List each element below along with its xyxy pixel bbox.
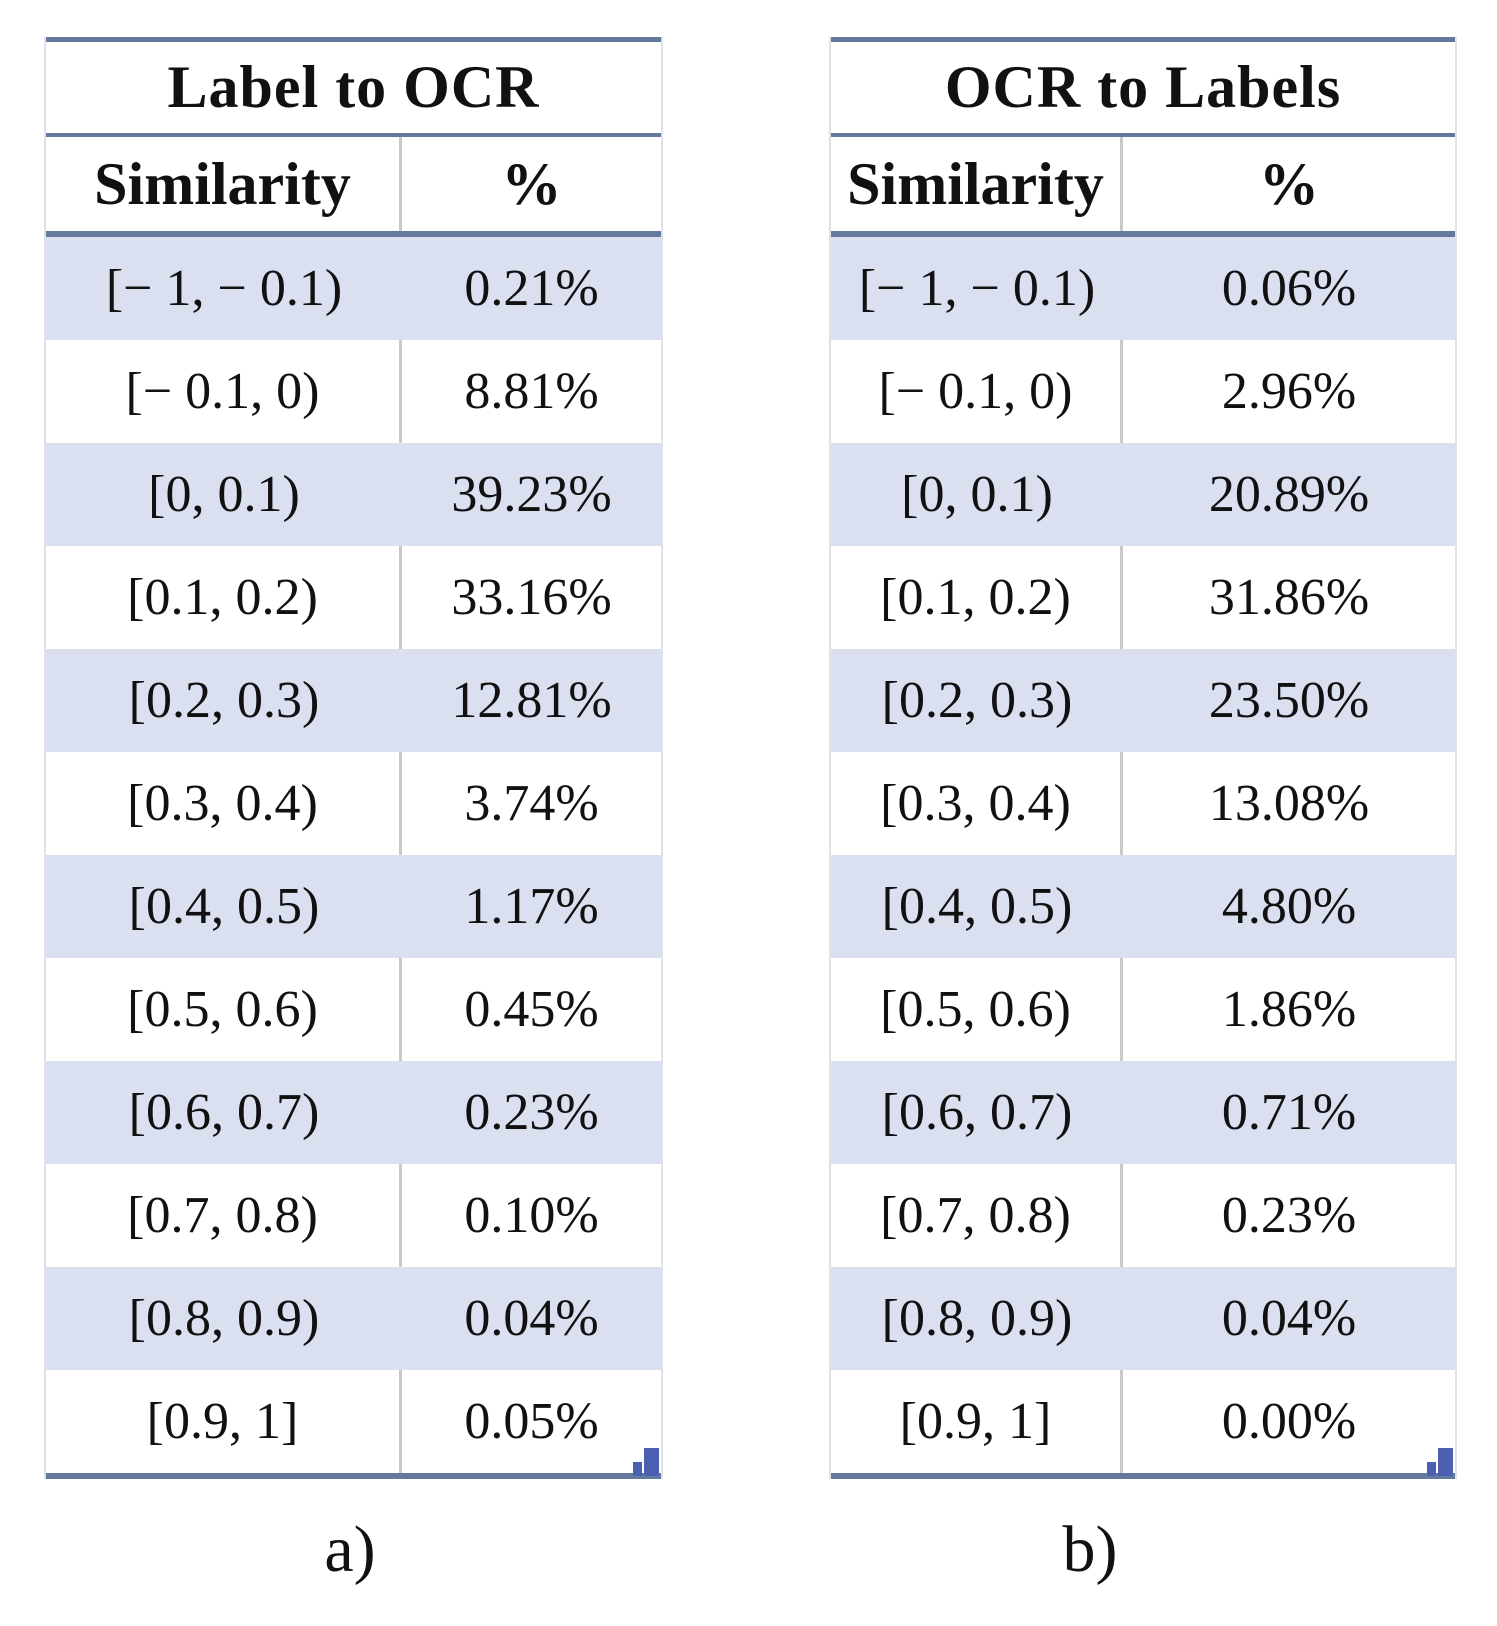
similarity-range-cell: [0.5, 0.6) bbox=[831, 958, 1123, 1061]
table-corner-mark bbox=[1427, 1448, 1453, 1476]
table-row: [0.4, 0.5) 4.80% bbox=[831, 855, 1455, 958]
similarity-range-cell: [0.4, 0.5) bbox=[128, 878, 320, 935]
percent-value-cell: 0.04% bbox=[464, 1290, 599, 1347]
table-row: [0.3, 0.4) 3.74% bbox=[46, 752, 661, 855]
percent-value-cell: 0.04% bbox=[1221, 1290, 1357, 1347]
table-row: [0.4, 0.5) 1.17% bbox=[46, 855, 661, 958]
table-header-row: Similarity % bbox=[831, 137, 1455, 237]
percent-value-cell: 0.00% bbox=[1221, 1393, 1357, 1450]
table-row: [0.3, 0.4) 13.08% bbox=[831, 752, 1455, 855]
similarity-range-cell: [− 0.1, 0) bbox=[46, 340, 402, 443]
percent-column-header: % bbox=[1259, 150, 1319, 217]
table-row: [0.7, 0.8) 0.23% bbox=[831, 1164, 1455, 1267]
ocr-to-labels-table: OCR to Labels Similarity % [− 1, − 0.1) 0… bbox=[829, 37, 1457, 1479]
percent-value-cell: 33.16% bbox=[451, 569, 612, 626]
table-title: OCR to Labels bbox=[831, 37, 1455, 137]
similarity-range-cell: [0.4, 0.5) bbox=[881, 878, 1073, 935]
similarity-column-header: Similarity bbox=[831, 137, 1123, 231]
similarity-range-cell: [− 1, − 0.1) bbox=[105, 260, 343, 317]
similarity-column-header: Similarity bbox=[46, 137, 402, 231]
similarity-range-cell: [0.3, 0.4) bbox=[46, 752, 402, 855]
table-row: [0, 0.1) 39.23% bbox=[46, 443, 661, 546]
percent-value-cell: 12.81% bbox=[451, 672, 612, 729]
table-title: Label to OCR bbox=[46, 37, 661, 137]
similarity-range-cell: [0.2, 0.3) bbox=[128, 672, 320, 729]
similarity-range-cell: [0.8, 0.9) bbox=[128, 1290, 320, 1347]
table-row: [0.6, 0.7) 0.23% bbox=[46, 1061, 661, 1164]
table-row: [0, 0.1) 20.89% bbox=[831, 443, 1455, 546]
table-row: [− 1, − 0.1) 0.21% bbox=[46, 237, 661, 340]
percent-value-cell: 1.17% bbox=[464, 878, 599, 935]
similarity-range-cell: [0.6, 0.7) bbox=[128, 1084, 320, 1141]
percent-value-cell: 39.23% bbox=[451, 466, 612, 523]
table-body: [− 1, − 0.1) 0.06% [− 0.1, 0) 2.96% [0, 0.1)… bbox=[831, 237, 1455, 1479]
percent-value-cell: 31.86% bbox=[1208, 569, 1370, 626]
percent-column-header: % bbox=[501, 150, 562, 217]
percent-value-cell: 0.06% bbox=[1221, 260, 1357, 317]
table-row: [0.1, 0.2) 31.86% bbox=[831, 546, 1455, 649]
similarity-range-cell: [0.2, 0.3) bbox=[881, 672, 1073, 729]
table-corner-mark bbox=[633, 1448, 659, 1476]
percent-value-cell: 23.50% bbox=[1208, 672, 1370, 729]
percent-value-cell: 0.05% bbox=[464, 1393, 599, 1450]
table-header-row: Similarity % bbox=[46, 137, 661, 237]
percent-value-cell: 0.23% bbox=[464, 1084, 599, 1141]
corner-mark-large-block bbox=[644, 1448, 659, 1476]
similarity-range-cell: [0.8, 0.9) bbox=[881, 1290, 1073, 1347]
percent-value-cell: 0.23% bbox=[1221, 1187, 1357, 1244]
similarity-range-cell: [0.9, 1] bbox=[831, 1370, 1123, 1473]
similarity-range-cell: [0.9, 1] bbox=[46, 1370, 402, 1473]
table-row: [0.9, 1] 0.00% bbox=[831, 1370, 1455, 1473]
similarity-range-cell: [0.1, 0.2) bbox=[831, 546, 1123, 649]
table-body: [− 1, − 0.1) 0.21% [− 0.1, 0) 8.81% [0, 0.1)… bbox=[46, 237, 661, 1479]
table-row: [− 0.1, 0) 8.81% bbox=[46, 340, 661, 443]
similarity-range-cell: [0.7, 0.8) bbox=[46, 1164, 402, 1267]
table-row: [− 1, − 0.1) 0.06% bbox=[831, 237, 1455, 340]
percent-value-cell: 3.74% bbox=[464, 775, 599, 832]
table-row: [0.5, 0.6) 1.86% bbox=[831, 958, 1455, 1061]
table-row: [0.9, 1] 0.05% bbox=[46, 1370, 661, 1473]
percent-value-cell: 0.45% bbox=[464, 981, 599, 1038]
table-row: [0.6, 0.7) 0.71% bbox=[831, 1061, 1455, 1164]
percent-value-cell: 0.10% bbox=[464, 1187, 599, 1244]
percent-value-cell: 0.71% bbox=[1221, 1084, 1357, 1141]
similarity-range-cell: [− 0.1, 0) bbox=[831, 340, 1123, 443]
corner-mark-small-block bbox=[633, 1462, 642, 1476]
similarity-range-cell: [− 1, − 0.1) bbox=[858, 260, 1096, 317]
percent-value-cell: 13.08% bbox=[1208, 775, 1370, 832]
caption-a: a) bbox=[324, 1513, 376, 1586]
corner-mark-large-block bbox=[1438, 1448, 1453, 1476]
percent-value-cell: 8.81% bbox=[464, 363, 599, 420]
table-row: [0.2, 0.3) 23.50% bbox=[831, 649, 1455, 752]
percent-value-cell: 1.86% bbox=[1221, 981, 1357, 1038]
similarity-range-cell: [0, 0.1) bbox=[901, 466, 1053, 523]
table-row: [0.7, 0.8) 0.10% bbox=[46, 1164, 661, 1267]
similarity-range-cell: [0, 0.1) bbox=[148, 466, 300, 523]
corner-mark-small-block bbox=[1427, 1462, 1436, 1476]
table-row: [0.5, 0.6) 0.45% bbox=[46, 958, 661, 1061]
percent-value-cell: 4.80% bbox=[1221, 878, 1357, 935]
label-to-ocr-table: Label to OCR Similarity % [− 1, − 0.1) 0.… bbox=[44, 37, 663, 1479]
table-row: [− 0.1, 0) 2.96% bbox=[831, 340, 1455, 443]
percent-value-cell: 0.21% bbox=[464, 260, 599, 317]
similarity-range-cell: [0.7, 0.8) bbox=[831, 1164, 1123, 1267]
similarity-range-cell: [0.1, 0.2) bbox=[46, 546, 402, 649]
similarity-range-cell: [0.3, 0.4) bbox=[831, 752, 1123, 855]
table-row: [0.8, 0.9) 0.04% bbox=[46, 1267, 661, 1370]
table-row: [0.1, 0.2) 33.16% bbox=[46, 546, 661, 649]
table-row: [0.2, 0.3) 12.81% bbox=[46, 649, 661, 752]
caption-b: b) bbox=[1062, 1513, 1118, 1586]
similarity-range-cell: [0.5, 0.6) bbox=[46, 958, 402, 1061]
table-row: [0.8, 0.9) 0.04% bbox=[831, 1267, 1455, 1370]
percent-value-cell: 2.96% bbox=[1221, 363, 1357, 420]
percent-value-cell: 20.89% bbox=[1208, 466, 1370, 523]
similarity-range-cell: [0.6, 0.7) bbox=[881, 1084, 1073, 1141]
